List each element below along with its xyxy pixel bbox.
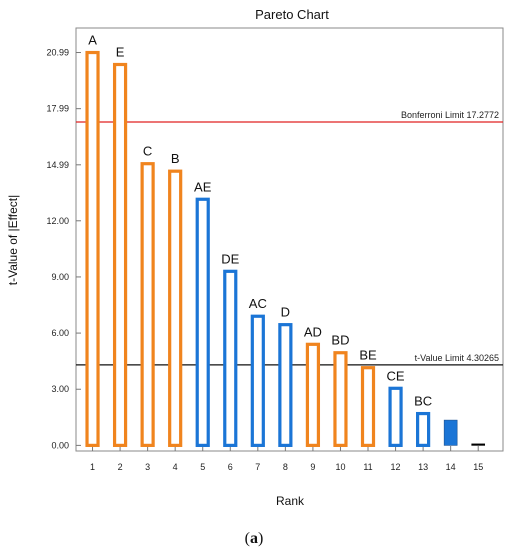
x-tick-label: 15	[473, 462, 483, 472]
x-tick-label: 3	[145, 462, 150, 472]
x-tick-label: 12	[391, 462, 401, 472]
bar-label: D	[281, 305, 290, 320]
x-tick-label: 14	[446, 462, 456, 472]
x-axis: 1 2 3 4 5 6 7 8 9 10 11 12 13 14 15	[90, 446, 483, 472]
y-tick-label: 12.00	[46, 216, 69, 226]
y-tick-label: 0.00	[51, 440, 69, 450]
bar-label: AE	[194, 179, 212, 194]
x-tick-label: 2	[118, 462, 123, 472]
y-tick-label: 6.00	[51, 328, 69, 338]
y-tick-label: 17.99	[46, 104, 69, 114]
x-tick-label: 10	[335, 462, 345, 472]
x-tick-label: 6	[228, 462, 233, 472]
bar-label: BC	[414, 394, 432, 409]
y-axis-title: t-Value of |Effect|	[6, 195, 20, 286]
bar-label: AC	[249, 296, 267, 311]
bar	[85, 50, 100, 447]
bar	[388, 386, 403, 447]
x-tick-label: 1	[90, 462, 95, 472]
bar-label: A	[88, 33, 97, 48]
t-value-limit-label: t-Value Limit 4.30265	[415, 353, 499, 363]
y-tick-label: 9.00	[51, 272, 69, 282]
bar-label: BE	[359, 348, 377, 363]
bar-label: E	[116, 44, 125, 59]
caption-open: (	[245, 530, 250, 547]
y-tick-label: 14.99	[46, 160, 69, 170]
bar-label: B	[171, 151, 180, 166]
bar	[250, 314, 265, 447]
bar-label: BD	[331, 333, 349, 348]
x-tick-label: 4	[173, 462, 178, 472]
x-tick-label: 7	[255, 462, 260, 472]
bar	[112, 62, 128, 447]
caption-close: )	[258, 530, 263, 547]
bar-label: C	[143, 144, 152, 159]
y-axis: 0.00 3.00 6.00 9.00 12.00 14.99 17.99 20.99	[46, 48, 81, 450]
caption-letter: a	[250, 530, 258, 547]
bar-label: AD	[304, 324, 322, 339]
bar	[278, 323, 293, 447]
x-tick-label: 8	[283, 462, 288, 472]
bar	[471, 443, 486, 446]
bonferroni-limit-label: Bonferroni Limit 17.2772	[401, 110, 499, 120]
x-tick-label: 9	[310, 462, 315, 472]
bar	[333, 351, 348, 447]
bar	[223, 269, 238, 447]
x-axis-title: Rank	[276, 494, 305, 508]
bar	[305, 342, 321, 447]
bar	[416, 411, 431, 447]
bar	[168, 169, 183, 447]
x-tick-label: 11	[363, 462, 372, 472]
plot-area-frame	[75, 27, 504, 452]
chart-title: Pareto Chart	[255, 7, 329, 22]
bar	[140, 162, 155, 447]
x-tick-label: 5	[200, 462, 205, 472]
bar-label: CE	[387, 368, 405, 383]
bar-label: DE	[221, 251, 239, 266]
bar	[443, 419, 458, 446]
y-tick-label: 20.99	[46, 48, 69, 58]
bar	[360, 366, 376, 447]
x-tick-label: 13	[418, 462, 428, 472]
figure-caption: (a)	[245, 530, 264, 547]
y-tick-label: 3.00	[51, 384, 69, 394]
bar	[195, 197, 210, 447]
